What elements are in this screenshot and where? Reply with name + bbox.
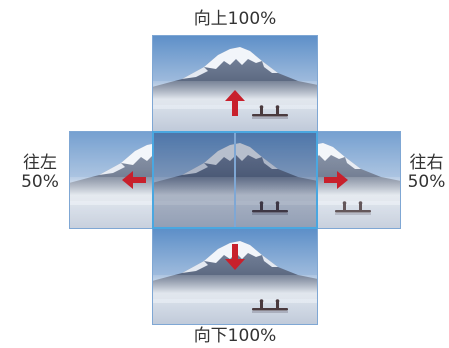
label-left-50: 往左 50% <box>14 154 66 192</box>
right-photo-frame <box>235 131 401 229</box>
label-right-line1: 往右 <box>409 153 444 173</box>
label-left-line2: 50% <box>21 172 59 192</box>
label-right-line2: 50% <box>407 172 446 192</box>
arrow-left-icon <box>121 170 147 190</box>
label-right-50: 往右 50% <box>404 154 449 192</box>
label-up-100: 向上100% <box>193 9 277 29</box>
label-down-100: 向下100% <box>193 326 277 346</box>
top-photo-frame <box>152 35 318 132</box>
arrow-right-icon <box>323 170 349 190</box>
arrow-up-icon <box>224 89 246 117</box>
arrow-down-icon <box>224 243 246 271</box>
label-left-line1: 往左 <box>23 153 57 173</box>
center-photo-frame <box>152 131 318 229</box>
